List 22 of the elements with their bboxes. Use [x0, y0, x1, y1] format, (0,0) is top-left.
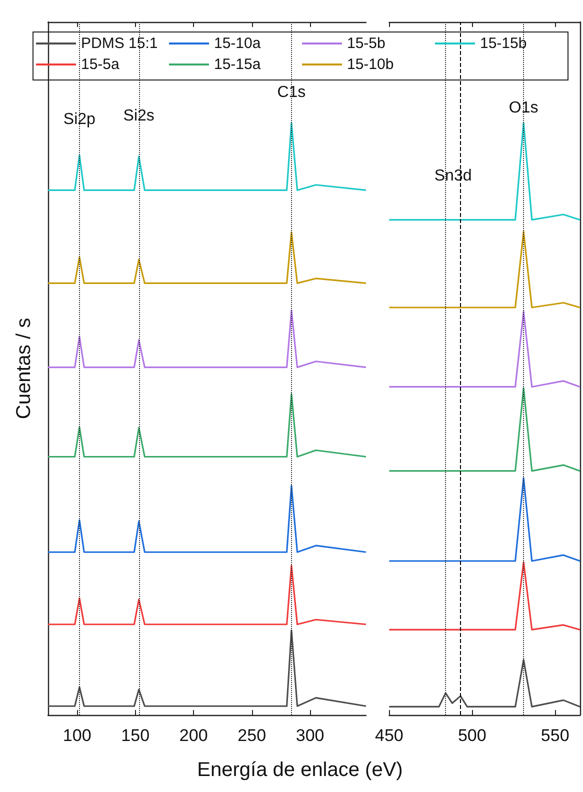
- annotation: O1s: [508, 99, 538, 116]
- legend-label: PDMS 15:1: [81, 35, 158, 52]
- annotation: Sn3d: [434, 168, 472, 184]
- x-tick-label: 250: [238, 726, 266, 745]
- x-tick-label: 300: [296, 726, 324, 745]
- annotation: C1s: [277, 84, 306, 101]
- legend-label: 15-10a: [214, 35, 262, 52]
- legend-label: 15-5a: [81, 56, 120, 73]
- legend-label: 15-15b: [480, 35, 527, 52]
- x-tick-label: 200: [179, 726, 208, 745]
- x-tick-label: 550: [540, 726, 570, 745]
- legend-label: 15-15a: [214, 56, 262, 73]
- x-tick-label: 450: [374, 726, 404, 745]
- legend-label: 15-10b: [347, 56, 394, 73]
- x-tick-label: 500: [458, 726, 486, 745]
- x-axis-title: Energía de enlace (eV): [197, 759, 403, 781]
- x-tick-label: 150: [121, 726, 150, 745]
- x-tick-label: 100: [62, 726, 92, 745]
- annotation: Si2p: [63, 111, 96, 128]
- y-axis-title: Cuentas / s: [13, 318, 35, 420]
- annotation: Si2s: [123, 108, 154, 125]
- legend-label: 15-5b: [347, 35, 386, 52]
